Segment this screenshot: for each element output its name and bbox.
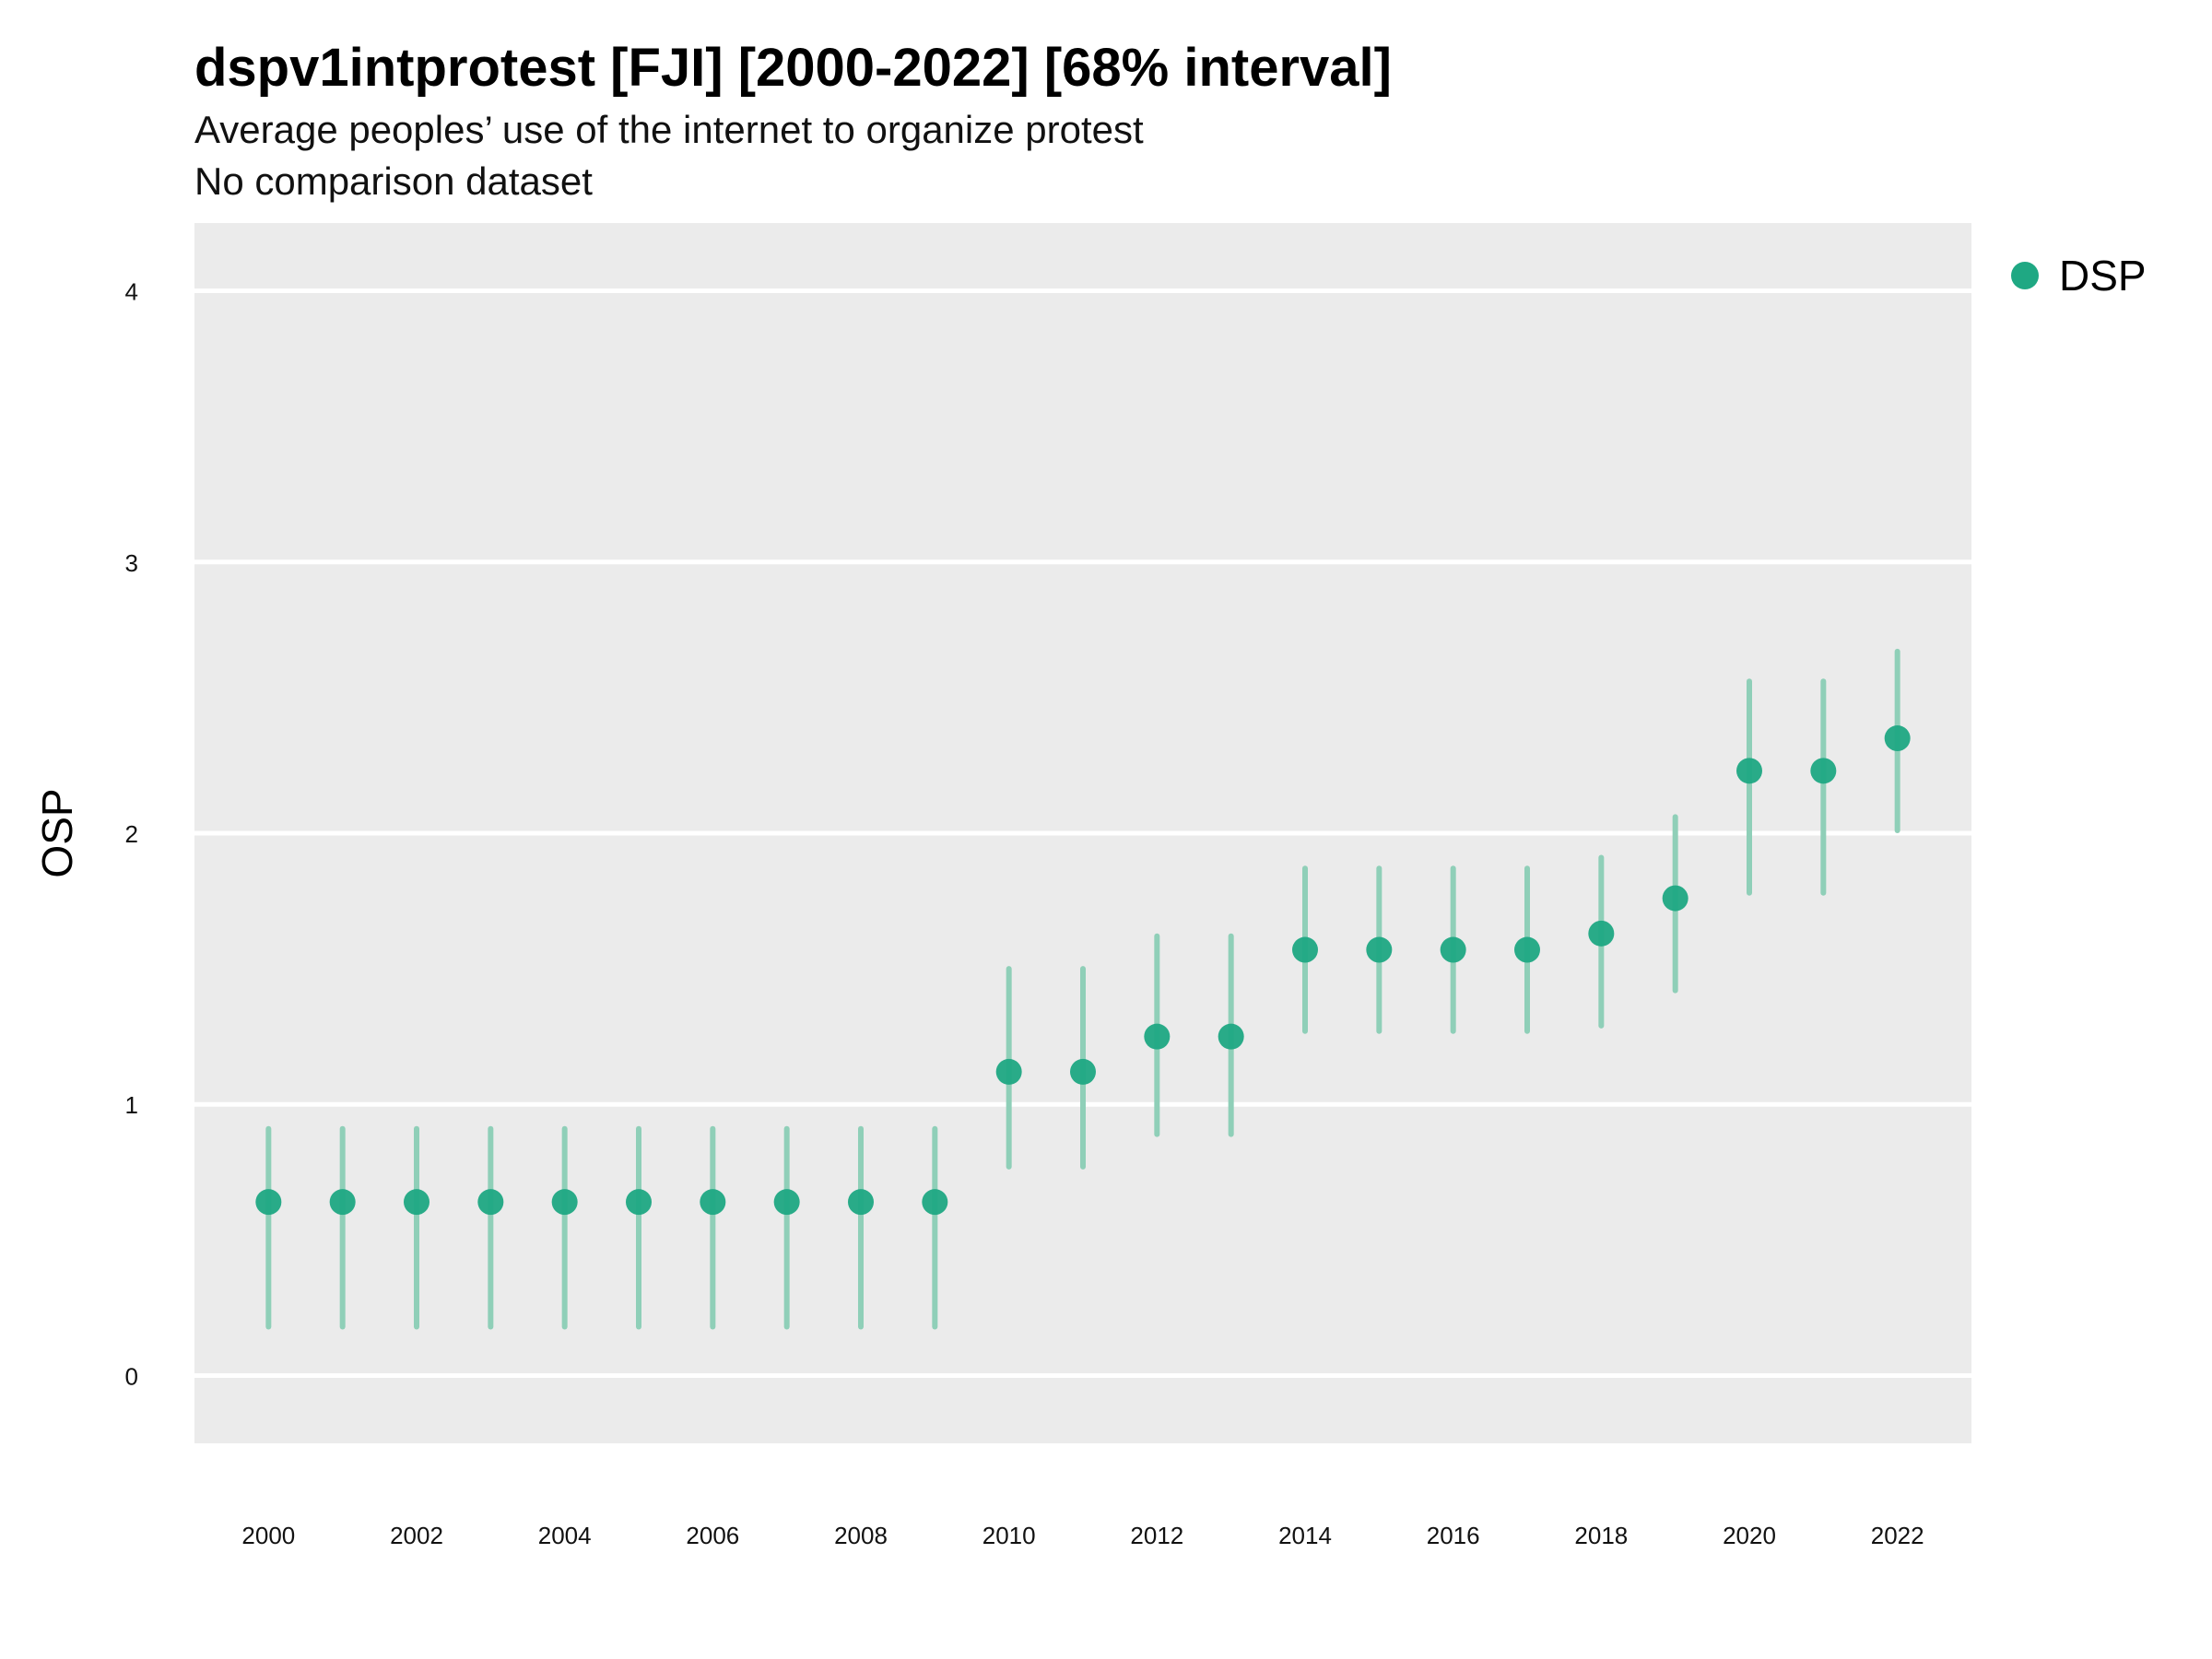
point-2011 xyxy=(1070,1058,1096,1085)
x-tick-label-2014: 2014 xyxy=(1278,1522,1332,1549)
legend: DSP xyxy=(2011,251,2147,300)
point-2004 xyxy=(551,1189,578,1216)
x-tick-label-2016: 2016 xyxy=(1427,1522,1480,1549)
x-tick-label-2002: 2002 xyxy=(390,1522,443,1549)
point-2017 xyxy=(1514,936,1540,963)
x-tick-label-2020: 2020 xyxy=(1723,1522,1776,1549)
point-2019 xyxy=(1662,885,1688,912)
y-tick-label-0: 0 xyxy=(125,1362,138,1390)
legend-key-dsp xyxy=(2011,262,2039,289)
point-2002 xyxy=(404,1189,429,1216)
point-2016 xyxy=(1440,936,1466,963)
point-2009 xyxy=(922,1189,948,1216)
x-tick-label-2004: 2004 xyxy=(538,1522,592,1549)
x-tick-label-2008: 2008 xyxy=(834,1522,888,1549)
point-2013 xyxy=(1218,1023,1244,1050)
x-tick-label-2000: 2000 xyxy=(241,1522,295,1549)
point-2018 xyxy=(1588,920,1615,947)
x-tick-label-2010: 2010 xyxy=(982,1522,1036,1549)
x-tick-label-2022: 2022 xyxy=(1871,1522,1924,1549)
legend-label-dsp: DSP xyxy=(2059,252,2147,300)
y-axis-label: OSP xyxy=(33,788,81,877)
point-2005 xyxy=(626,1189,652,1216)
chart-title: dspv1intprotest [FJI] [2000-2022] [68% i… xyxy=(194,38,1392,98)
point-2007 xyxy=(773,1189,800,1216)
point-2008 xyxy=(848,1189,874,1216)
point-2014 xyxy=(1292,936,1318,963)
chart-subtitle: Average peoples’ use of the internet to … xyxy=(194,108,1144,151)
point-2003 xyxy=(477,1189,504,1216)
point-2021 xyxy=(1810,758,1837,784)
point-2000 xyxy=(255,1189,282,1216)
y-tick-label-3: 3 xyxy=(125,549,138,577)
x-tick-label-2012: 2012 xyxy=(1130,1522,1183,1549)
point-2022 xyxy=(1884,725,1911,752)
y-tick-label-1: 1 xyxy=(125,1091,138,1119)
chart-caption: No comparison dataset xyxy=(194,159,593,203)
point-2010 xyxy=(995,1058,1022,1085)
point-2012 xyxy=(1144,1023,1171,1050)
point-2001 xyxy=(329,1189,356,1216)
y-tick-label-2: 2 xyxy=(125,820,138,848)
x-tick-label-2018: 2018 xyxy=(1574,1522,1628,1549)
y-tick-label-4: 4 xyxy=(125,278,138,306)
point-2015 xyxy=(1366,936,1393,963)
point-2020 xyxy=(1736,758,1762,784)
x-tick-label-2006: 2006 xyxy=(686,1522,739,1549)
point-2006 xyxy=(700,1189,726,1216)
